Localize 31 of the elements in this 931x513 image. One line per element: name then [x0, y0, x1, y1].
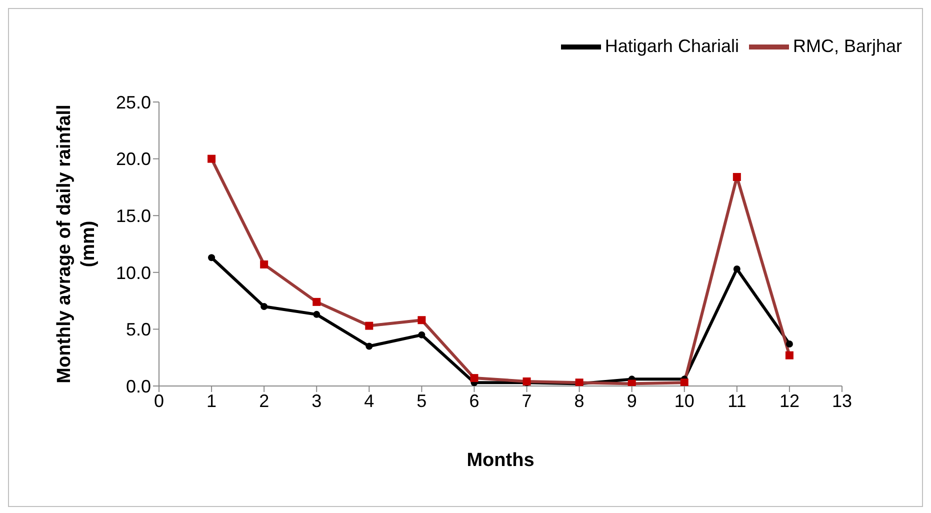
x-tick-label: 2: [259, 390, 270, 411]
x-tick-label: 5: [416, 390, 427, 411]
y-tick-label: 10.0: [116, 262, 151, 283]
x-tick-label: 3: [312, 390, 322, 411]
y-axis-title: Monthly avrage of daily rainfall (mm): [54, 104, 99, 384]
x-tick-label: 13: [832, 390, 852, 411]
x-tick-label: 9: [626, 390, 637, 411]
x-tick-label: 11: [728, 390, 746, 411]
y-tick-label: 20.0: [116, 149, 151, 170]
y-tick-label: 0.0: [126, 376, 151, 396]
x-tick-label: 0: [154, 390, 164, 411]
point: [313, 310, 320, 318]
x-tick-label: 8: [574, 390, 584, 411]
x-tick-label: 4: [364, 390, 374, 411]
y-tick-label: 5.0: [126, 320, 151, 340]
x-tick-label: 12: [779, 390, 800, 411]
point: [733, 265, 740, 272]
point: [418, 331, 426, 338]
x-tick-label: 1: [206, 390, 217, 411]
x-tick-label: 10: [674, 390, 694, 411]
legend-label: RMC, Barjhar: [792, 36, 902, 56]
point: [366, 342, 373, 350]
y-tick-label: 25.0: [116, 92, 151, 112]
point: [786, 340, 793, 348]
x-axis-title: Months: [466, 450, 534, 471]
legend-label: Hatigarh Chariali: [604, 36, 739, 56]
point: [208, 254, 216, 262]
x-tick-label: 7: [522, 390, 532, 411]
point: [260, 302, 268, 310]
x-tick-label: 6: [469, 390, 480, 411]
y-tick-label: 15.0: [116, 206, 151, 226]
